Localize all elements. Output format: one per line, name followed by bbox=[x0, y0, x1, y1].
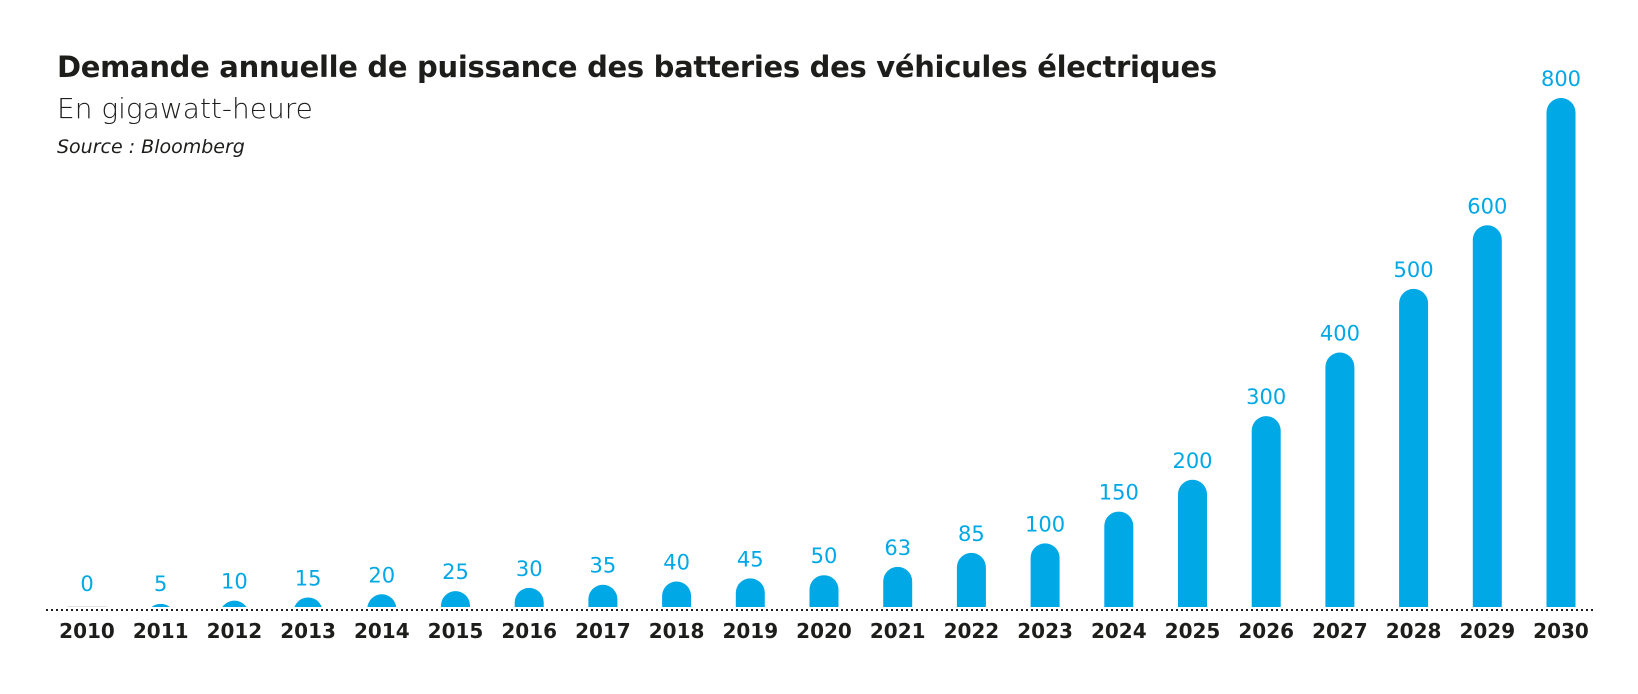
bar-2028 bbox=[1399, 288, 1429, 607]
x-tick-label-2014: 2014 bbox=[354, 619, 410, 643]
chart-subtitle: En gigawatt-heure bbox=[57, 92, 313, 125]
bar-2017 bbox=[588, 584, 618, 607]
data-label-2017: 35 bbox=[590, 554, 617, 578]
data-label-2012: 10 bbox=[221, 570, 248, 594]
data-label-2010: 0 bbox=[80, 572, 93, 596]
data-label-2030: 800 bbox=[1541, 67, 1581, 91]
x-tick-label-2019: 2019 bbox=[722, 619, 778, 643]
bar-2013 bbox=[294, 597, 322, 607]
bar-2024 bbox=[1104, 511, 1134, 607]
x-tick-label-2016: 2016 bbox=[501, 619, 557, 643]
x-tick-label-2025: 2025 bbox=[1165, 619, 1221, 643]
bar-2021 bbox=[883, 566, 913, 607]
bar-2011 bbox=[151, 603, 170, 607]
x-tick-label-2028: 2028 bbox=[1386, 619, 1442, 643]
data-label-2020: 50 bbox=[811, 544, 838, 568]
x-tick-label-2030: 2030 bbox=[1533, 619, 1589, 643]
bar-2026 bbox=[1251, 416, 1281, 607]
bar-2012 bbox=[222, 600, 247, 607]
data-label-2016: 30 bbox=[516, 557, 543, 581]
data-label-2023: 100 bbox=[1025, 512, 1065, 536]
data-label-2013: 15 bbox=[295, 566, 322, 590]
data-label-2011: 5 bbox=[154, 572, 167, 596]
bar-2022 bbox=[956, 552, 986, 607]
data-label-2014: 20 bbox=[368, 563, 395, 587]
x-tick-label-2026: 2026 bbox=[1238, 619, 1294, 643]
data-label-2018: 40 bbox=[663, 551, 690, 575]
x-tick-label-2011: 2011 bbox=[133, 619, 189, 643]
x-tick-label-2012: 2012 bbox=[207, 619, 263, 643]
x-tick-label-2021: 2021 bbox=[870, 619, 926, 643]
x-tick-label-2029: 2029 bbox=[1459, 619, 1515, 643]
bar-2023 bbox=[1030, 543, 1060, 607]
bar-2016 bbox=[514, 587, 544, 607]
x-tick-label-2022: 2022 bbox=[944, 619, 1000, 643]
data-label-2025: 200 bbox=[1172, 449, 1212, 473]
x-tick-label-2027: 2027 bbox=[1312, 619, 1368, 643]
x-tick-label-2023: 2023 bbox=[1017, 619, 1073, 643]
x-tick-label-2015: 2015 bbox=[428, 619, 484, 643]
bar-2029 bbox=[1472, 225, 1502, 607]
bar-2027 bbox=[1325, 352, 1355, 607]
bar-2018 bbox=[662, 581, 692, 607]
bar-2025 bbox=[1178, 479, 1207, 607]
x-tick-label-2010: 2010 bbox=[59, 619, 115, 643]
x-tick-label-2024: 2024 bbox=[1091, 619, 1147, 643]
data-label-2021: 63 bbox=[884, 536, 911, 560]
data-label-2019: 45 bbox=[737, 547, 764, 571]
bar-2014 bbox=[367, 594, 397, 607]
x-tick-label-2017: 2017 bbox=[575, 619, 631, 643]
data-label-2029: 600 bbox=[1467, 194, 1507, 218]
bar-2015 bbox=[441, 591, 470, 607]
bar-2020 bbox=[809, 575, 839, 607]
x-tick-label-2013: 2013 bbox=[280, 619, 336, 643]
data-label-2026: 300 bbox=[1246, 385, 1286, 409]
data-label-2015: 25 bbox=[442, 560, 469, 584]
data-label-2028: 500 bbox=[1394, 258, 1434, 282]
data-label-2027: 400 bbox=[1320, 322, 1360, 346]
bar-2019 bbox=[735, 578, 765, 607]
chart-source: Source : Bloomberg bbox=[57, 136, 245, 158]
data-label-2024: 150 bbox=[1099, 481, 1139, 505]
bar-2030 bbox=[1546, 98, 1576, 607]
x-tick-label-2018: 2018 bbox=[649, 619, 705, 643]
chart-title: Demande annuelle de puissance des batter… bbox=[57, 50, 1217, 84]
x-tick-label-2020: 2020 bbox=[796, 619, 852, 643]
data-label-2022: 85 bbox=[958, 522, 985, 546]
